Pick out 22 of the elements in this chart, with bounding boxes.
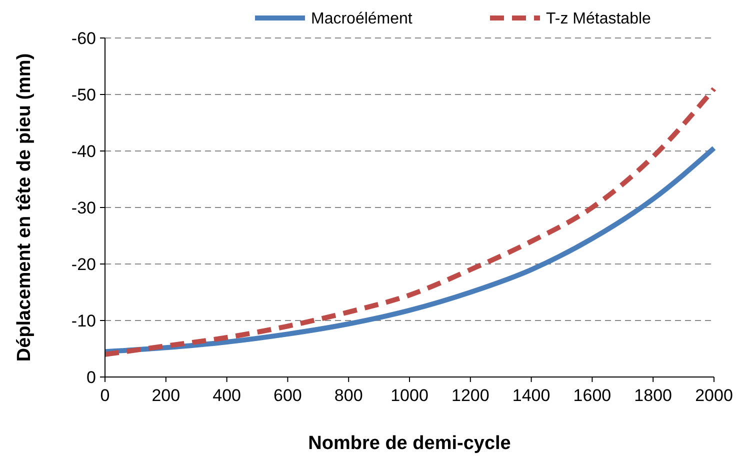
x-tick-label: 800: [334, 386, 363, 405]
y-tick-label: -50: [71, 85, 96, 104]
y-tick-label: -20: [71, 254, 96, 274]
x-tick-label: 1800: [634, 386, 672, 405]
y-axis-title: Déplacement en tête de pieu (mm): [14, 53, 35, 362]
x-tick-label: 1000: [390, 386, 428, 405]
x-tick-label: 1400: [512, 386, 550, 405]
y-tick-label: -10: [71, 311, 96, 330]
legend-label: T-z Métastable: [546, 10, 652, 28]
x-axis-title: Nombre de demi-cycle: [308, 433, 511, 454]
x-tick-label: 2000: [695, 386, 733, 405]
y-tick-label: -40: [71, 142, 96, 161]
x-tick-label: 400: [212, 386, 241, 405]
y-tick-label: -30: [71, 198, 96, 218]
x-tick-label: 1200: [451, 386, 490, 405]
y-tick-label: 0: [86, 368, 96, 387]
legend-label: Macroélément: [311, 10, 413, 28]
y-tick-label: -60: [71, 28, 96, 48]
x-tick-label: 0: [100, 386, 110, 405]
x-tick-label: 200: [152, 386, 180, 405]
x-tick-label: 1600: [573, 386, 612, 405]
x-tick-label: 600: [274, 386, 302, 405]
